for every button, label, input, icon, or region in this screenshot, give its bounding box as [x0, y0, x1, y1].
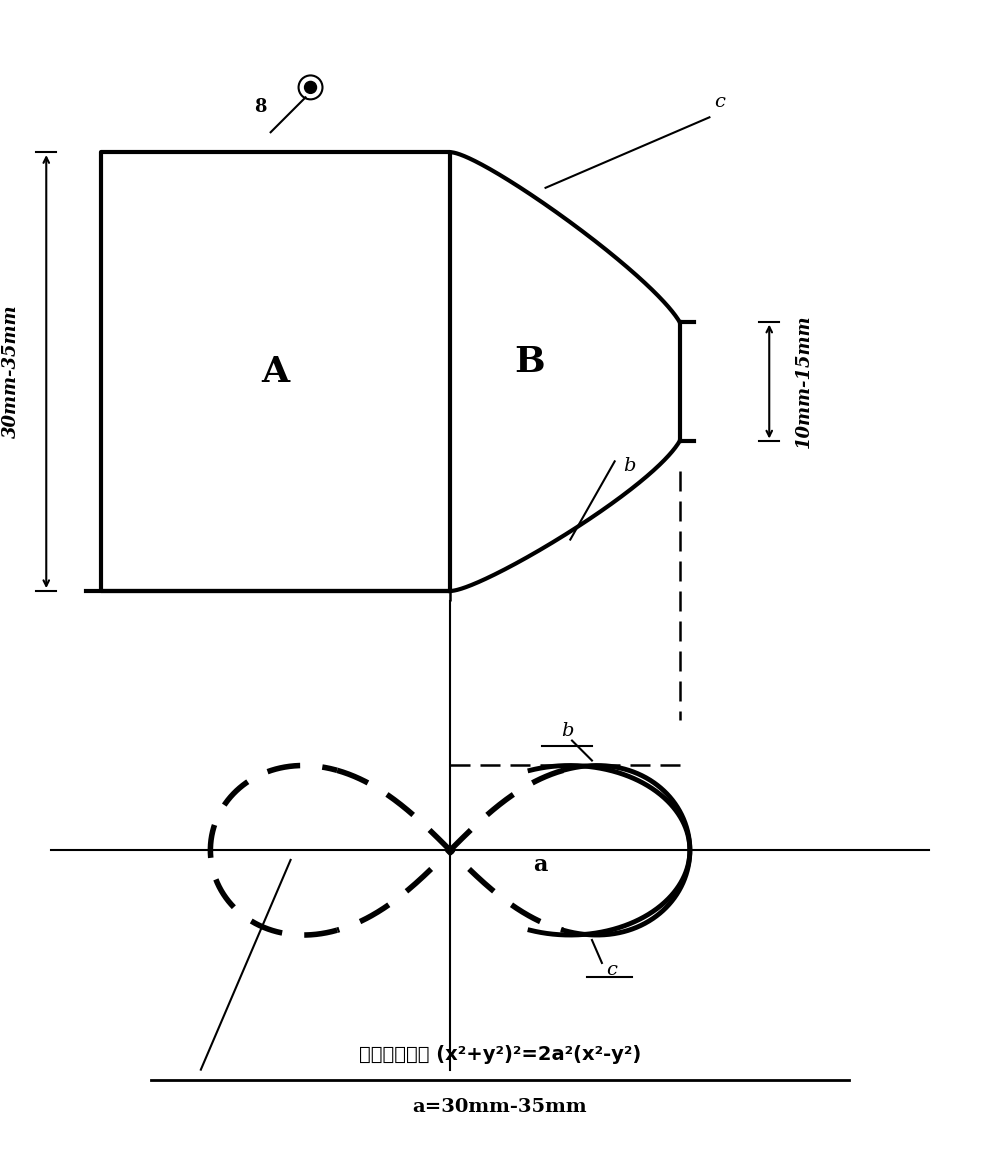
- Text: b: b: [623, 458, 636, 475]
- Text: 30mm-35mm: 30mm-35mm: [2, 304, 20, 438]
- Text: 8: 8: [254, 98, 267, 116]
- Text: A: A: [262, 355, 290, 389]
- Text: B: B: [515, 344, 545, 378]
- Text: c: c: [606, 961, 617, 979]
- Text: a: a: [533, 854, 547, 876]
- Text: b: b: [561, 721, 573, 740]
- Text: 伯努利双扇线 (x²+y²)²=2a²(x²-y²): 伯努利双扇线 (x²+y²)²=2a²(x²-y²): [359, 1046, 641, 1064]
- Text: c: c: [714, 94, 725, 111]
- Text: 10mm-15mm: 10mm-15mm: [795, 315, 813, 448]
- Circle shape: [305, 82, 317, 94]
- Text: a=30mm-35mm: a=30mm-35mm: [413, 1097, 587, 1116]
